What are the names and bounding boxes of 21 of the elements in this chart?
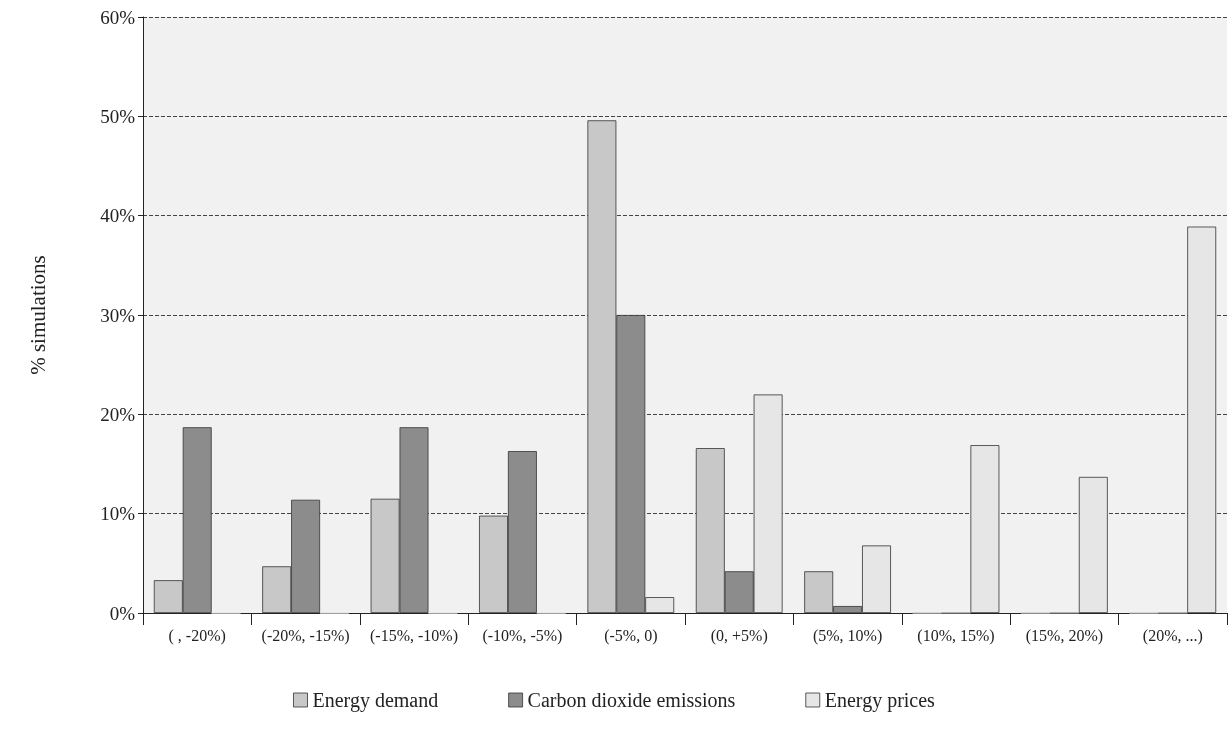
x-tick-label: (10%, 15%) bbox=[917, 626, 995, 645]
y-tick-label: 20% bbox=[100, 403, 136, 425]
y-axis-title: % simulations bbox=[25, 255, 50, 375]
x-tick-label: (5%, 10%) bbox=[812, 626, 883, 645]
legend-label: Energy prices bbox=[824, 689, 936, 712]
x-tick-label: (15%, 20%) bbox=[1025, 626, 1104, 645]
x-tick-label: ( , -20%) bbox=[168, 626, 226, 645]
y-tick-label: 10% bbox=[100, 503, 136, 525]
x-tick-label: (0, +5%) bbox=[710, 626, 768, 645]
legend-label: Energy demand bbox=[312, 689, 439, 712]
y-tick-label: 30% bbox=[100, 304, 136, 326]
y-tick-label: 0% bbox=[109, 602, 136, 624]
x-tick-label: (-20%, -15%) bbox=[261, 626, 350, 645]
x-tick-label: (-15%, -10%) bbox=[370, 626, 458, 645]
x-tick-label: (-5%, 0) bbox=[604, 626, 658, 645]
y-tick-label: 60% bbox=[100, 6, 136, 28]
x-tick-label: (20%, ...) bbox=[1142, 626, 1203, 645]
x-tick-label: (-10%, -5%) bbox=[482, 626, 563, 645]
y-tick-label: 50% bbox=[100, 105, 136, 127]
y-tick-label: 40% bbox=[100, 205, 136, 227]
legend-label: Carbon dioxide emissions bbox=[527, 689, 736, 711]
